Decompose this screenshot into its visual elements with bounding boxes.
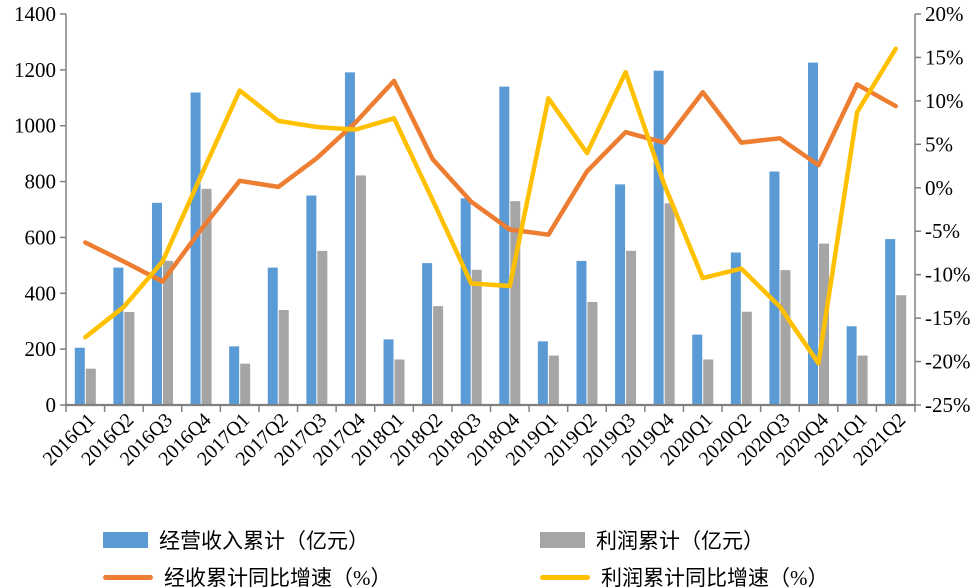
right-axis-tick: -20% — [925, 350, 971, 374]
chart-legend: 经营收入累计（亿元） 利润累计（亿元） 经收累计同比增速（%） 利润累计同比增速… — [0, 525, 979, 588]
legend-label-profit: 利润累计（亿元） — [596, 529, 764, 553]
right-axis-tick: -15% — [925, 306, 971, 330]
right-axis-tick: 5% — [925, 132, 953, 156]
left-axis-tick: 200 — [25, 337, 57, 361]
revenue-growth-line-swatch — [103, 574, 153, 580]
bar-series-1 — [85, 175, 907, 405]
left-axis-tick: 1000 — [14, 114, 56, 138]
legend-item-revenue-growth: 经收累计同比增速（%） — [103, 562, 540, 588]
legend-item-revenue: 经营收入累计（亿元） — [103, 525, 540, 555]
right-axis-tick: -5% — [925, 219, 960, 243]
revenue-bar-swatch — [103, 532, 148, 548]
profit-growth-line-swatch — [540, 574, 590, 580]
legend-item-profit: 利润累计（亿元） — [540, 525, 829, 555]
left-axis-tick: 0 — [46, 393, 57, 417]
line-series-3 — [83, 46, 898, 366]
left-axis-tick: 1200 — [14, 58, 56, 82]
right-axis-tick: -25% — [925, 393, 971, 417]
bar-series-0 — [74, 62, 896, 406]
axes — [60, 13, 921, 412]
legend-label-revenue: 经营收入累计（亿元） — [159, 529, 369, 553]
combo-chart: 0 200 400 600 800 1000 1200 1400 -25% -20% -15% -10… — [14, 2, 971, 470]
right-axis-tick: 0% — [925, 176, 953, 200]
right-axis-tick: -10% — [925, 263, 971, 287]
left-axis-tick: 800 — [25, 170, 57, 194]
legend-label-profit-growth: 利润累计同比增速（%） — [601, 566, 829, 588]
legend-label-revenue-growth: 经收累计同比增速（%） — [164, 566, 392, 588]
left-axis-tick: 1400 — [14, 2, 56, 26]
right-axis-tick: 10% — [925, 89, 964, 113]
right-axis-tick: 20% — [925, 2, 964, 26]
right-axis-tick: 15% — [925, 45, 964, 69]
legend-item-profit-growth: 利润累计同比增速（%） — [540, 562, 829, 588]
left-axis-tick: 400 — [25, 281, 57, 305]
line-series-2 — [83, 78, 898, 284]
left-axis-tick: 600 — [25, 225, 57, 249]
profit-bar-swatch — [540, 532, 585, 548]
